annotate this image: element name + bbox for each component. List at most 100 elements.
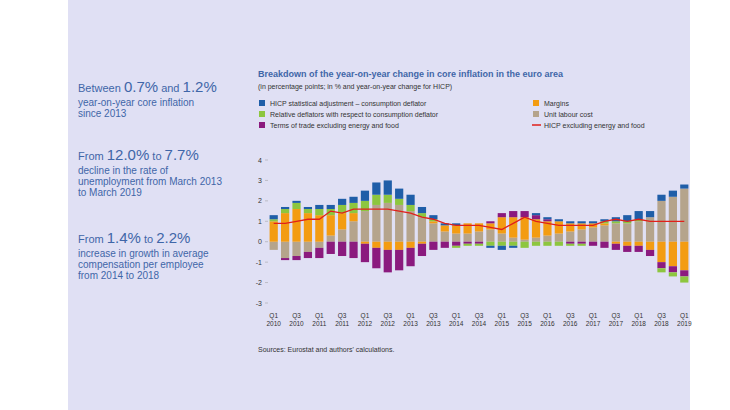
bar [680,276,688,282]
legend-label: Relative deflators with respect to consu… [270,111,439,119]
highlight-text: since 2013 [78,108,127,119]
x-tick-label: Q32010 [289,312,304,327]
legend-swatch [259,111,265,117]
x-tick-label-part: Q3 [566,312,575,320]
bar [498,217,506,233]
highlight-number: 7.7% [165,146,199,163]
highlight-word: Between [78,82,124,94]
bar [429,223,437,241]
bar [349,203,357,213]
bar [486,242,494,246]
bar [304,213,312,242]
bar [292,242,300,256]
x-tick-label: Q12013 [403,312,418,327]
bar [475,242,483,244]
bar [532,238,540,242]
bar [327,205,335,209]
highlight-headline: Between 0.7% and 1.2% [78,78,217,95]
x-tick-label-part: Q3 [475,312,484,320]
bar [361,244,369,262]
bar [600,223,608,225]
bar [612,223,620,241]
bar [498,242,506,246]
bar [315,242,323,248]
bar [327,236,335,242]
bar [372,182,380,194]
bar [486,246,494,248]
bar [281,242,289,258]
bar [646,242,654,250]
x-tick-label-part: Q1 [634,312,643,320]
x-tick-label-part: Q3 [612,312,621,320]
bar [600,242,608,248]
x-tick-label: Q32016 [563,312,578,327]
bar [669,272,677,276]
bar [452,234,460,242]
bar [475,223,483,224]
bar [315,248,323,258]
bar [384,242,392,250]
bar [384,180,392,194]
bar [566,244,574,246]
bar [441,225,449,231]
bar [566,223,574,231]
bar [338,229,346,241]
bar [429,221,437,223]
bar [418,242,426,244]
y-tick [265,241,268,242]
bar [669,197,677,242]
y-tick [265,262,268,263]
y-tick-label: 3 [258,177,262,184]
legend-swatch [532,124,541,126]
bar [646,250,654,256]
legend-swatch [259,122,265,128]
bar [406,205,414,211]
plot-marks [270,180,689,282]
bar [281,213,289,242]
y-tick [265,303,268,304]
bar [292,256,300,260]
bar [406,211,414,242]
bar [600,225,608,241]
x-tick-label-part: 2012 [358,320,373,327]
bar [680,189,688,242]
x-tick-label: Q32014 [472,312,487,327]
x-tick-label: Q12018 [631,312,646,327]
x-tick-label-part: 2011 [312,320,326,327]
bar [521,217,529,239]
bar [657,195,665,201]
y-tick [265,200,268,201]
bar [521,242,529,248]
bar [463,242,471,244]
bar [429,242,437,250]
x-tick-label-part: Q1 [589,312,598,320]
bar [498,246,506,250]
x-tick-label-part: Q1 [315,312,324,320]
x-tick-label-part: 2010 [289,320,304,327]
bar [372,195,380,205]
highlight-text: year-on-year core inflation [78,97,194,108]
bar [566,242,574,244]
bar [509,242,517,246]
y-tick-label: -2 [256,279,262,286]
bar [304,252,312,258]
y-tick [265,221,268,222]
x-tick-label: Q12016 [540,312,555,327]
legend-swatch [533,100,539,106]
y-tick-label: 4 [258,157,262,164]
x-tick-label-part: Q1 [452,312,461,320]
bar [406,242,414,248]
bar [349,213,357,221]
bar [463,234,471,242]
bar [395,242,403,250]
bar [384,195,392,203]
bar [612,244,620,250]
bar [646,211,654,217]
bar [315,205,323,209]
bar [589,227,597,241]
bar [338,242,346,256]
bar [555,234,563,242]
bar [452,225,460,233]
highlight-text: to March 2019 [78,187,142,198]
bar [612,242,620,244]
